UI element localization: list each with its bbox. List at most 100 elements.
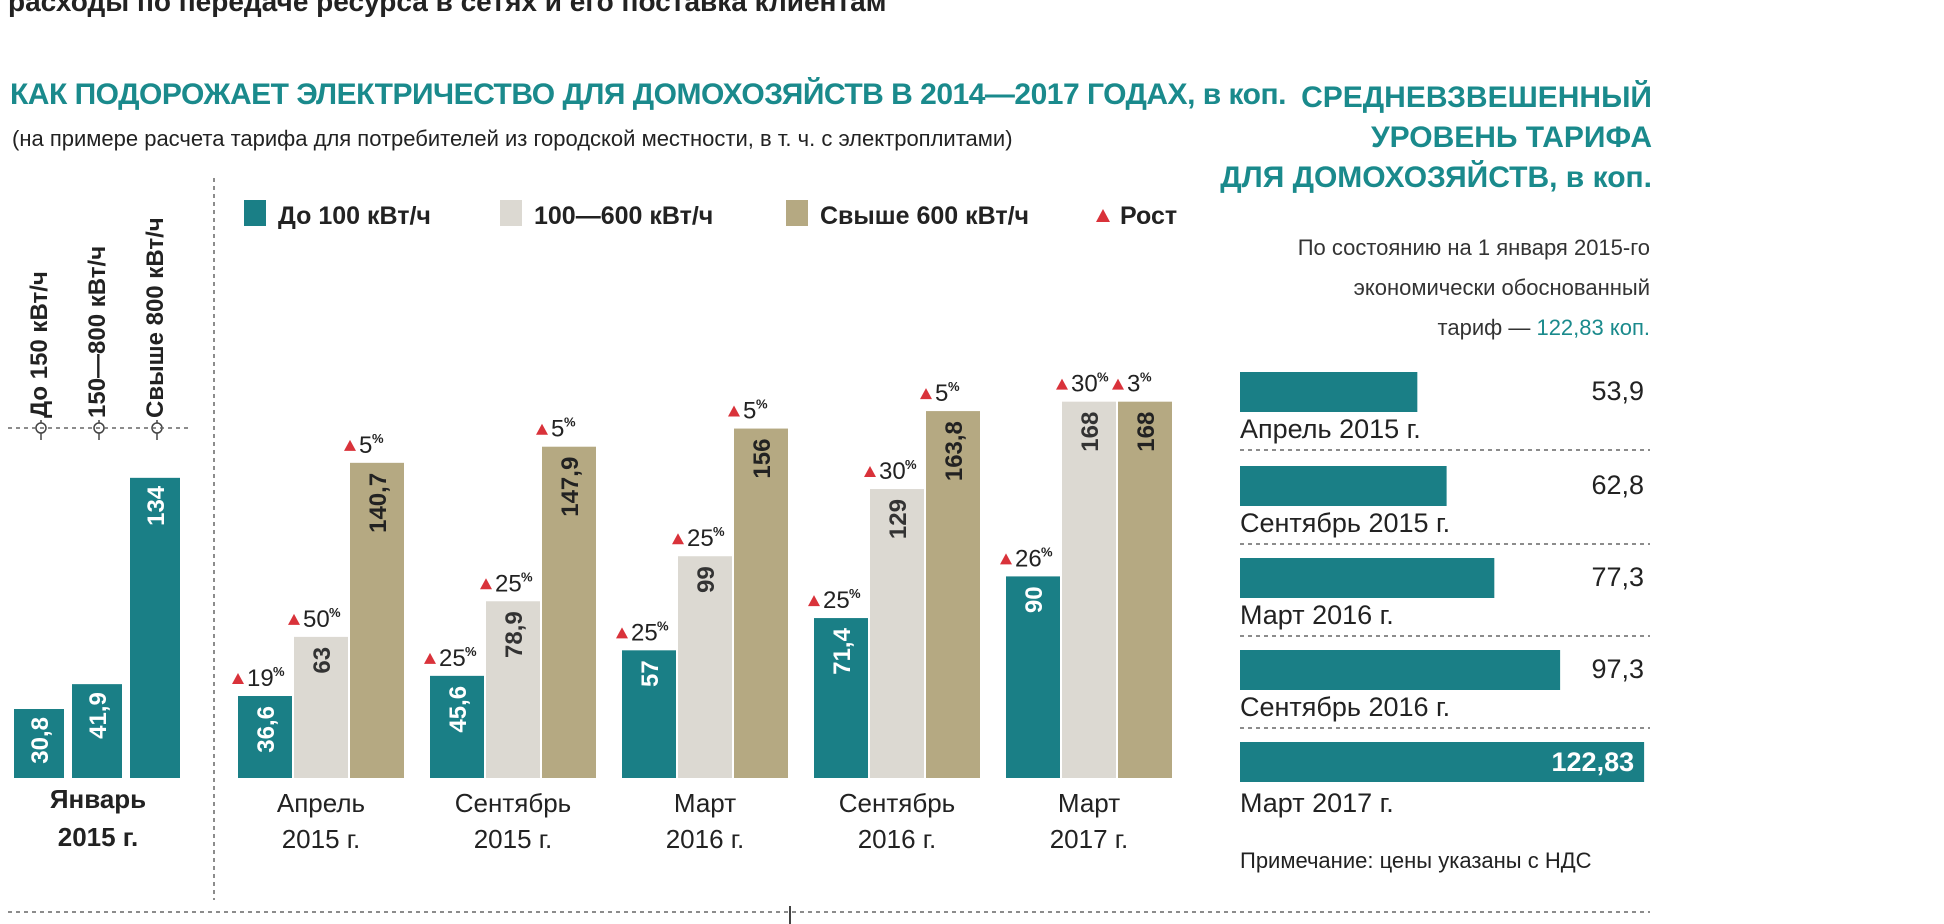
growth-triangle-icon [344, 439, 356, 451]
growth-triangle-icon [232, 673, 244, 685]
legend-label: Свыше 600 кВт/ч [820, 202, 1029, 230]
legend-swatch [244, 200, 266, 226]
data-label: 90 [1021, 586, 1048, 613]
chart-title: КАК ПОДОРОЖАЕТ ЭЛЕКТРИЧЕСТВО ДЛЯ ДОМОХОЗ… [10, 78, 1286, 112]
category-label: 2015 г. [474, 824, 553, 854]
data-label: 30,8 [27, 717, 54, 764]
chart-subtitle: (на примере расчета тарифа для потребите… [12, 126, 1013, 151]
data-label: 140,7 [365, 473, 392, 533]
data-label: 36,6 [253, 706, 280, 753]
growth-value: 3 [1127, 371, 1140, 398]
hbar-value: 53,9 [1591, 376, 1644, 406]
growth-triangle-icon [536, 423, 548, 435]
growth-triangle-icon [288, 613, 300, 625]
growth-unit: % [273, 664, 285, 679]
growth-unit: % [465, 644, 477, 659]
growth-triangle-icon [808, 595, 820, 607]
data-label: 71,4 [829, 627, 856, 674]
series-label: До 150 кВт/ч [26, 271, 53, 418]
side-chart-title: СРЕДНЕВЗВЕШЕННЫЙ УРОВЕНЬ ТАРИФА ДЛЯ ДОМО… [1180, 78, 1652, 198]
series-label: Свыше 800 кВт/ч [142, 217, 169, 418]
growth-unit: % [756, 397, 768, 412]
growth-value: 50 [303, 606, 330, 633]
bar-100—600 кВт/ч [870, 489, 924, 778]
hbar [1240, 372, 1418, 412]
left-chart: 30,8 До 150 кВт/ч 41,9 150—800 кВт/ч 134 Свыш… [8, 217, 190, 852]
growth-value: 30 [879, 458, 906, 485]
footnote: Примечание: цены указаны с НДС [1240, 848, 1592, 873]
growth-value: 5 [551, 416, 564, 443]
growth-unit: % [521, 569, 533, 584]
growth-triangle-icon [1112, 378, 1124, 390]
growth-unit: % [1041, 544, 1053, 559]
growth-unit: % [948, 379, 960, 394]
category-label: Сентябрь [839, 788, 955, 818]
legend-swatch [786, 200, 808, 226]
bar-100—600 кВт/ч [678, 556, 732, 778]
side-note-prefix: тариф — [1437, 315, 1537, 340]
growth-triangle-icon [1000, 553, 1012, 565]
data-label: 41,9 [85, 692, 112, 739]
data-label: 168 [1133, 412, 1160, 452]
side-title-line: УРОВЕНЬ ТАРИФА [1370, 121, 1652, 154]
data-label: 78,9 [501, 611, 528, 658]
main-chart: 36,6 19 % 45,6 25 % 57 25 % 71,4 25% 90 26 % 63 50% 78,9… [232, 200, 1177, 854]
hbar [1240, 742, 1645, 782]
growth-unit: % [564, 415, 576, 430]
growth-value: 25 [823, 587, 850, 614]
hbar-category: Сентябрь 2016 г. [1240, 692, 1450, 722]
data-label: 168 [1077, 412, 1104, 452]
hbar-category: Март 2016 г. [1240, 600, 1394, 630]
category-label: Апрель [277, 788, 365, 818]
legend-label: 100—600 кВт/ч [534, 202, 713, 230]
hbar [1240, 466, 1447, 506]
side-note-value: 122,83 коп. [1536, 315, 1650, 340]
data-label: 63 [309, 647, 336, 674]
hbar-category: Апрель 2015 г. [1240, 414, 1421, 444]
hbar-category: Март 2017 г. [1240, 788, 1394, 818]
hbar-value: 97,3 [1591, 654, 1644, 684]
category-label: 2016 г. [858, 824, 937, 854]
growth-triangle-icon [920, 388, 932, 400]
bar-100—600 кВт/ч [486, 601, 540, 778]
bar-150—800 кВт/ч [72, 684, 122, 778]
bar-До 100 кВт/ч [238, 696, 292, 778]
legend-triangle-icon [1096, 209, 1110, 222]
category-label: 2015 г. [282, 824, 361, 854]
growth-triangle-icon [728, 405, 740, 417]
bar-До 100 кВт/ч [1006, 576, 1060, 778]
data-label: 147,9 [557, 457, 584, 517]
growth-triangle-icon [672, 533, 684, 545]
growth-unit: % [329, 605, 341, 620]
data-label: 45,6 [445, 686, 472, 733]
data-label: 99 [693, 566, 720, 593]
growth-unit: % [713, 524, 725, 539]
side-note-line: По состоянию на 1 января 2015-го [1297, 235, 1650, 260]
growth-value: 25 [495, 570, 522, 597]
bar-Свыше 800 кВт/ч [130, 477, 180, 778]
divider-lines [8, 178, 1650, 924]
side-note-line: экономически обоснованный [1353, 275, 1650, 300]
chart-title-text: КАК ПОДОРОЖАЕТ ЭЛЕКТРИЧЕСТВО ДЛЯ ДОМОХОЗ… [10, 78, 1195, 111]
side-chart: 53,9 Апрель 2015 г. 62,8 Сентябрь 2015 г. 77… [1240, 372, 1650, 818]
data-label: 163,8 [941, 421, 968, 481]
growth-value: 5 [743, 398, 756, 425]
growth-value: 19 [247, 665, 274, 692]
side-title-line: СРЕДНЕВЗВЕШЕННЫЙ [1301, 81, 1652, 114]
growth-value: 26 [1015, 545, 1042, 572]
growth-unit: % [372, 431, 384, 446]
growth-triangle-icon [616, 627, 628, 639]
side-note: По состоянию на 1 января 2015-го экономи… [1180, 228, 1650, 348]
bar-100—600 кВт/ч [294, 636, 348, 778]
bar-Свыше 600 кВт/ч [926, 411, 980, 778]
hbar-value: 77,3 [1591, 562, 1644, 592]
growth-unit: % [1140, 370, 1152, 385]
growth-unit: % [905, 457, 917, 472]
growth-unit: % [657, 618, 669, 633]
growth-value: 25 [439, 645, 466, 672]
growth-triangle-icon [864, 466, 876, 478]
growth-unit: % [1097, 370, 1109, 385]
growth-value: 5 [359, 432, 372, 459]
legend-label: До 100 кВт/ч [278, 202, 431, 230]
